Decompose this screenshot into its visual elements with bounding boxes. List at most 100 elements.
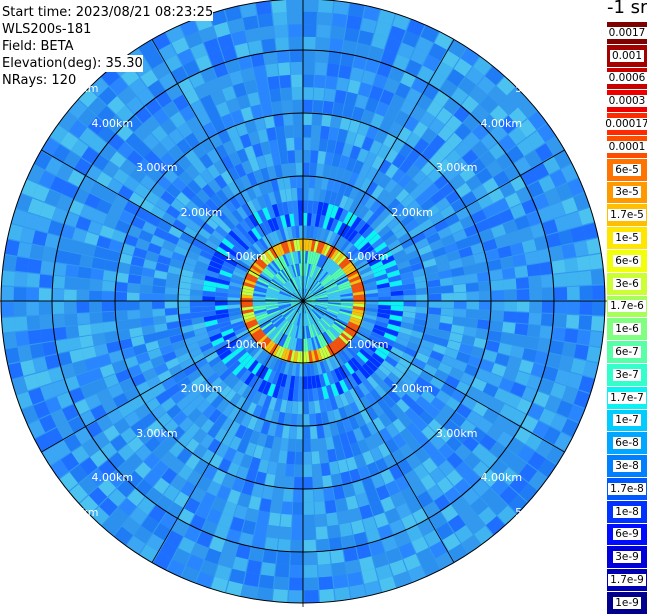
range-gate-cell (334, 381, 344, 395)
range-gate-cell (359, 348, 372, 360)
range-gate-cell (307, 325, 311, 339)
range-gate-cell (228, 406, 241, 421)
range-gate-cell (78, 108, 97, 127)
range-gate-cell (213, 251, 227, 262)
range-gate-cell (285, 266, 293, 279)
range-gate-cell (314, 62, 327, 76)
range-gate-cell (324, 313, 336, 322)
range-gate-cell (316, 425, 325, 439)
range-gate-cell (108, 488, 127, 507)
range-gate-cell (380, 49, 397, 66)
range-gate-cell (271, 245, 280, 258)
range-gate-cell (231, 274, 245, 282)
range-gate-cell (372, 328, 386, 337)
range-gate-cell (240, 309, 254, 315)
range-gate-cell (79, 335, 94, 349)
range-gate-cell (362, 450, 375, 466)
range-gate-cell (383, 453, 398, 469)
range-gate-cell (306, 276, 311, 290)
range-gate-cell (303, 292, 313, 301)
range-gate-cell (227, 376, 240, 390)
range-gate-cell (216, 278, 230, 286)
range-gate-cell (526, 130, 546, 150)
range-gate-cell (234, 242, 247, 254)
range-gate-cell (311, 283, 322, 293)
range-gate-cell (292, 337, 298, 351)
range-gate-cell (193, 127, 208, 143)
range-gate-cell (41, 137, 60, 157)
range-gate-cell (385, 423, 400, 438)
range-gate-cell (1, 302, 14, 317)
range-gate-cell (249, 456, 261, 472)
range-gate-cell (152, 278, 167, 287)
range-gate-cell (313, 286, 325, 295)
range-gate-cell (231, 30, 247, 46)
range-gate-cell (566, 372, 583, 390)
range-gate-cell (214, 381, 228, 395)
range-gate-cell (246, 200, 257, 214)
range-gate-cell (312, 284, 323, 294)
range-gate-cell (370, 113, 385, 129)
range-gate-cell (267, 308, 280, 315)
range-gate-cell (259, 273, 272, 283)
range-gate-cell (299, 288, 303, 301)
range-gate-cell (252, 242, 264, 255)
range-gate-cell (514, 157, 532, 175)
range-gate-cell (269, 357, 278, 370)
range-gate-cell (482, 177, 499, 194)
azimuth-gridline (151, 39, 304, 302)
range-gate-cell (374, 273, 388, 282)
range-gate-cell (401, 316, 415, 325)
range-gate-cell (391, 203, 406, 217)
range-gate-cell (574, 344, 589, 360)
range-gate-cell (435, 197, 451, 212)
range-gate-cell (422, 258, 437, 268)
range-gate-cell (97, 125, 116, 143)
range-gate-cell (283, 361, 290, 375)
range-gate-cell (60, 452, 80, 472)
range-gate-cell (374, 348, 388, 360)
range-gate-cell (196, 399, 211, 414)
range-gate-cell (566, 286, 580, 300)
range-gate-cell (455, 237, 471, 250)
range-gate-cell (372, 552, 389, 569)
range-gate-cell (206, 480, 222, 497)
range-gate-cell (237, 260, 251, 270)
range-gate-cell (129, 396, 145, 411)
range-gate-cell (248, 375, 259, 389)
range-gate-cell (332, 250, 343, 262)
range-gate-cell (408, 363, 423, 376)
range-gate-cell (450, 324, 465, 335)
range-gate-cell (196, 110, 211, 127)
range-gate-cell (215, 292, 228, 298)
range-gate-cell (404, 347, 418, 358)
range-gate-cell (366, 124, 380, 140)
range-gate-cell (309, 363, 315, 377)
range-gate-cell (108, 350, 124, 364)
range-gate-cell (336, 77, 350, 92)
range-gate-cell (415, 376, 430, 390)
range-gate-cell (487, 373, 503, 388)
range-gate-cell (142, 133, 160, 150)
range-gate-cell (208, 50, 225, 67)
range-gate-cell (256, 432, 268, 447)
range-gate-cell (485, 340, 500, 353)
range-gate-cell (116, 262, 131, 274)
range-gate-cell (215, 189, 229, 204)
range-gate-cell (460, 372, 476, 386)
range-gate-cell (509, 203, 526, 219)
range-gate-cell (237, 55, 253, 71)
range-gate-cell (310, 150, 319, 164)
range-gate-cell (27, 198, 45, 216)
range-gate-cell (191, 375, 206, 389)
range-gate-cell (150, 355, 166, 368)
range-gate-cell (237, 492, 251, 508)
range-gate-cell (469, 85, 488, 104)
range-gate-cell (172, 94, 189, 112)
range-gate-cell (369, 500, 385, 517)
range-gate-cell (296, 414, 303, 427)
range-gate-cell (350, 281, 364, 288)
range-gate-cell (375, 278, 390, 285)
range-gate-cell (379, 117, 394, 133)
range-gate-cell (161, 435, 177, 451)
